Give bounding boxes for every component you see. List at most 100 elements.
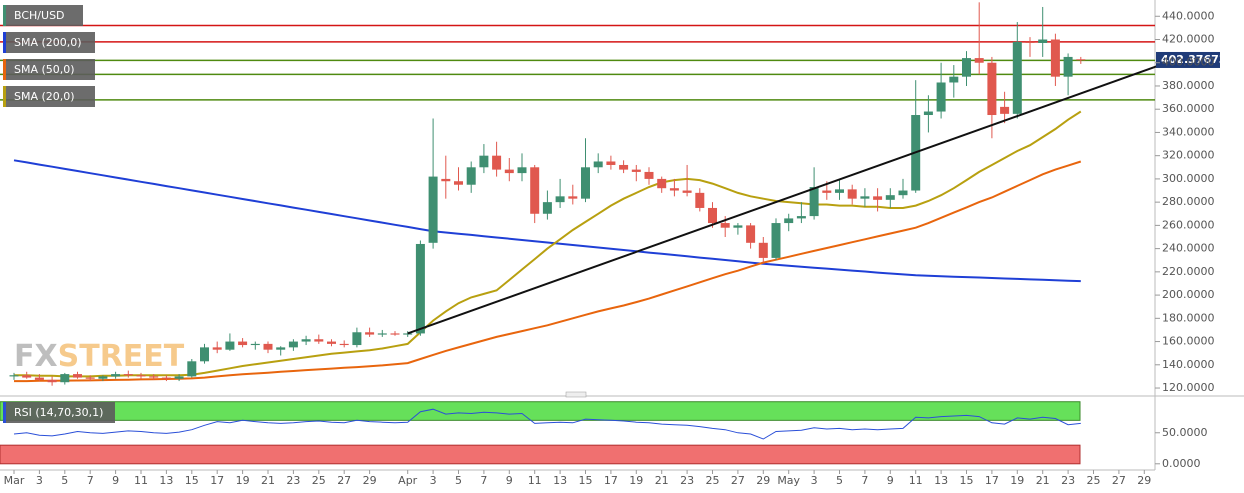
candle-body — [22, 375, 32, 378]
candle-body — [288, 341, 298, 348]
candle-body — [339, 343, 349, 346]
x-tick-label: 9 — [887, 474, 894, 487]
x-tick-label: 29 — [1137, 474, 1151, 487]
y-tick-label: 360.0000 — [1162, 102, 1215, 115]
candle-body — [352, 332, 362, 346]
x-tick-label: 21 — [261, 474, 275, 487]
rsi-tick-label: 0.0000 — [1162, 457, 1201, 470]
marks — [0, 2, 1158, 465]
watermark-part: STREET — [58, 339, 185, 374]
price-tag — [1156, 51, 1220, 68]
x-tick-label: 11 — [528, 474, 542, 487]
legend-swatch — [3, 59, 6, 80]
price-tag-label: 402.37673 — [1161, 53, 1226, 66]
x-tick-label: 7 — [861, 474, 868, 487]
candle-body — [708, 207, 717, 224]
panel-handle[interactable] — [565, 391, 587, 398]
y-tick-label: 300.0000 — [1162, 172, 1215, 185]
candle-body — [822, 190, 832, 193]
legend: 402.37673 BCH/USD SMA (200,0) SMA (50,0) SMA… — [3, 5, 1226, 423]
candle-body — [619, 164, 629, 170]
trendline — [407, 65, 1158, 335]
candle-body — [111, 374, 121, 377]
candle-body — [1050, 39, 1060, 77]
candle-body — [987, 62, 997, 116]
candle-body — [34, 377, 44, 380]
candle-body — [504, 169, 514, 174]
candle-body — [250, 343, 260, 346]
candle-body — [1063, 56, 1073, 77]
overbought-zone — [0, 401, 1081, 421]
rsi-tick-label: 50.0000 — [1162, 426, 1208, 439]
candle-body — [923, 111, 933, 116]
candle-body — [733, 225, 743, 228]
candle-body — [301, 339, 311, 342]
x-tick-label: 9 — [506, 474, 513, 487]
candle-body — [225, 341, 235, 350]
x-tick-label: 7 — [87, 474, 94, 487]
candle-body — [60, 374, 70, 383]
x-tick-label: 29 — [756, 474, 770, 487]
legend-box — [3, 59, 95, 80]
x-tick-label: 21 — [655, 474, 669, 487]
x-tick-label: 9 — [112, 474, 119, 487]
y-tick-label: 200.0000 — [1162, 288, 1215, 301]
legend-label: SMA (200,0) — [14, 36, 82, 49]
legend-label: SMA (20,0) — [14, 90, 75, 103]
candle-body — [276, 347, 286, 350]
candle-body — [441, 178, 451, 182]
candle-body — [847, 189, 857, 199]
y-tick-label: 280.0000 — [1162, 195, 1215, 208]
candle-body — [669, 188, 679, 191]
oversold-zone — [0, 444, 1081, 465]
candle-body — [758, 242, 768, 258]
x-tick-label: 25 — [1087, 474, 1101, 487]
watermark: FXSTREET — [14, 339, 185, 374]
x-tick-label: 19 — [236, 474, 250, 487]
legend-swatch — [3, 86, 6, 107]
y-tick-label: 180.0000 — [1162, 311, 1215, 324]
candle-body — [390, 333, 400, 335]
candle-body — [949, 76, 959, 83]
rsi-line — [13, 408, 1081, 440]
x-tick-label: 15 — [579, 474, 593, 487]
y-tick-label: 220.0000 — [1162, 265, 1215, 278]
candle-body — [746, 225, 756, 243]
candle-body — [974, 58, 984, 63]
candle-body — [161, 377, 171, 379]
x-tick-label: 11 — [134, 474, 148, 487]
candle-body — [187, 361, 197, 377]
candle-body — [962, 58, 971, 77]
x-tick-label: 23 — [1061, 474, 1075, 487]
y-tick-label: 380.0000 — [1162, 79, 1215, 92]
candle-body — [530, 167, 540, 214]
candle-body — [454, 181, 463, 185]
candle-body — [212, 347, 222, 350]
legend-swatch — [3, 32, 6, 53]
y-tick-label: 340.0000 — [1162, 125, 1215, 138]
x-tick-label: 5 — [61, 474, 68, 487]
x-tick-label: 27 — [337, 474, 351, 487]
x-tick-label: 5 — [455, 474, 462, 487]
candle-body — [784, 218, 794, 224]
x-tick-label: May — [777, 474, 800, 487]
candle-body — [796, 216, 806, 219]
legend-box — [3, 86, 95, 107]
candle-body — [365, 332, 375, 335]
x-tick-label: 5 — [836, 474, 843, 487]
x-tick-label: 15 — [960, 474, 974, 487]
candle-body — [1012, 41, 1022, 114]
x-tick-label: 29 — [363, 474, 377, 487]
legend-label: SMA (50,0) — [14, 63, 75, 76]
candle-body — [327, 341, 336, 344]
legend-box — [3, 32, 95, 53]
candle-body — [809, 187, 819, 217]
watermark-text: FXSTREET — [14, 339, 185, 374]
y-tick-label: 120.0000 — [1162, 381, 1215, 394]
candle-body — [568, 196, 578, 199]
candle-body — [657, 178, 667, 189]
y-tick-label: 240.0000 — [1162, 242, 1215, 255]
x-tick-label: 13 — [553, 474, 567, 487]
x-tick-label: 21 — [1036, 474, 1050, 487]
